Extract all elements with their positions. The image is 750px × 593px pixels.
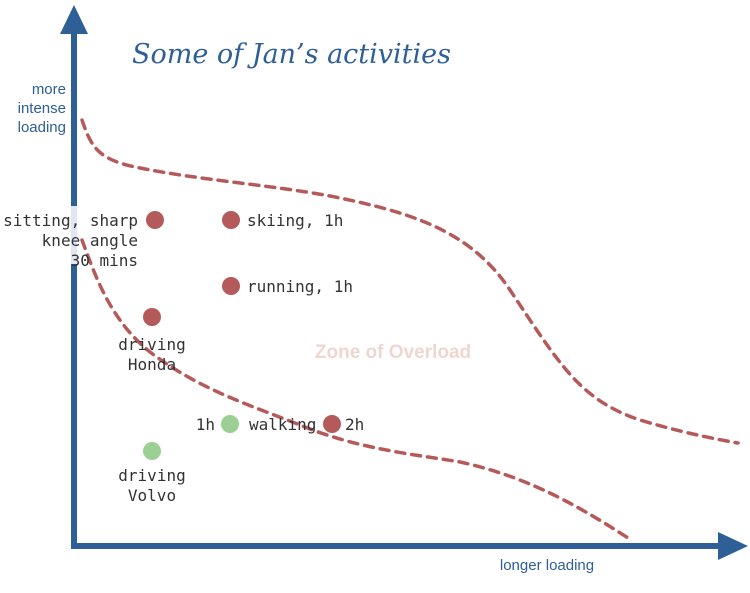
driving-honda-label-line: driving	[118, 335, 185, 354]
driving-honda-label-line: Honda	[128, 355, 176, 374]
driving-volvo-label-line: driving	[118, 466, 185, 485]
walking-1h-label: 1h	[196, 415, 215, 434]
running-label: running, 1h	[247, 277, 353, 296]
walking-2h-label: 2h	[345, 415, 364, 434]
activity-labels: sitting, sharp knee angle 30 mins skiing…	[3, 211, 364, 505]
sitting-label-line: knee angle	[42, 231, 138, 250]
walking-label: walking	[249, 415, 316, 434]
y-axis-label-line: loading	[18, 119, 66, 136]
x-axis-label: longer loading	[500, 557, 594, 574]
driving-volvo-label-line: Volvo	[128, 486, 176, 505]
x-axis-arrowhead	[718, 532, 748, 560]
sitting-label-line: 30 mins	[71, 251, 138, 270]
zone-of-overload-label: Zone of Overload	[315, 342, 471, 363]
skiing-label: skiing, 1h	[247, 211, 343, 230]
running-dot	[222, 277, 240, 295]
y-axis-arrowhead	[60, 5, 88, 34]
walking-2h-dot	[323, 415, 341, 433]
sitting-label-line: sitting, sharp	[3, 211, 138, 230]
skiing-dot	[222, 211, 240, 229]
sitting-dot	[146, 211, 164, 229]
y-axis-label-mask	[68, 206, 80, 264]
lower-boundary-curve	[80, 238, 630, 540]
upper-boundary-curve	[80, 118, 740, 445]
diagram-title: Some of Jan’s activities	[132, 39, 451, 70]
driving-honda-dot	[143, 308, 161, 326]
y-axis-label-line: more	[32, 81, 66, 98]
driving-volvo-dot	[143, 442, 161, 460]
y-axis-label: more intense loading	[18, 81, 66, 136]
y-axis-label-line: intense	[18, 100, 66, 117]
activity-points	[143, 211, 341, 460]
walking-1h-dot	[221, 415, 239, 433]
